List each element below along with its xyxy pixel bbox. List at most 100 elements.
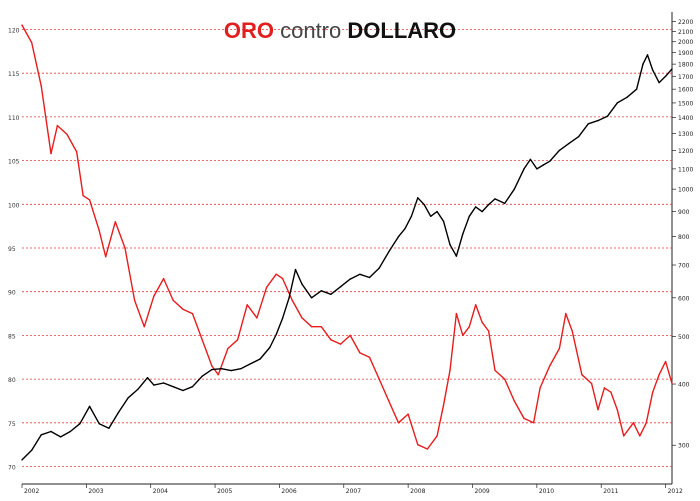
x-tick-label-2007: 2007 [346,488,361,495]
series-0-point-0 [21,24,23,26]
chart-title: ORO contro DOLLARO [0,18,680,44]
series-0-point-24 [236,339,239,341]
series-1-point-71 [626,96,628,99]
series-1-point-17 [182,389,184,392]
series-0-point-30 [291,299,293,302]
series-1-point-7 [88,405,91,408]
series-0-point-59 [539,387,541,389]
series-1-point-69 [606,115,609,117]
series-0-point-23 [227,347,229,350]
series-0-point-77 [671,382,673,385]
series-1-point-58 [513,188,515,190]
x-tick-label-2009: 2009 [474,488,489,495]
series-0-point-10 [105,256,107,258]
series-1-point-4 [59,436,62,438]
series-0-point-74 [652,391,654,393]
series-1-point-63 [549,160,551,162]
series-1-point-15 [162,382,165,384]
series-1-point-6 [79,423,81,425]
x-tick-label-2003: 2003 [88,488,103,495]
left-tick-label-90: 90 [8,290,16,297]
series-1-point-47 [436,210,438,213]
series-0-point-73 [645,422,647,424]
series-1-point-75 [652,69,654,71]
series-1-point-32 [310,297,313,299]
series-0-point-11 [114,221,117,223]
series-0-point-37 [359,352,361,354]
series-0-point-48 [455,312,458,315]
series-0-point-34 [330,339,332,341]
series-1-point-73 [642,63,644,65]
series-1-point-8 [98,423,100,425]
series-1-point-11 [127,397,129,399]
series-0-point-28 [275,273,277,275]
series-1-point-77 [664,75,667,78]
series-0-point-40 [388,400,390,402]
series-1-point-21 [220,368,223,370]
left-tick-label-115: 115 [8,71,20,78]
series-1-point-22 [230,369,232,372]
right-tick-label-2100: 2100 [678,29,693,36]
series-0-point-53 [487,330,490,332]
series-1-point-61 [536,168,538,170]
series-0-point-55 [504,378,506,380]
left-tick-label-85: 85 [8,333,16,340]
series-0-point-7 [82,194,84,197]
right-tick-label-2200: 2200 [678,19,693,26]
series-1-point-34 [330,293,332,295]
series-0-point-31 [301,317,303,319]
series-0-point-45 [436,435,438,437]
series-0-point-1 [31,41,33,44]
series-1-point-20 [211,368,213,371]
series-0-point-25 [246,304,248,306]
series-1-point-35 [339,286,342,288]
left-tick-label-105: 105 [8,159,20,166]
series-0-point-49 [462,334,464,337]
series-0-point-9 [98,229,100,232]
series-1-point-45 [423,203,425,206]
right-tick-label-1700: 1700 [678,74,693,81]
right-tick-label-600: 600 [678,295,690,302]
series-0-point-21 [211,365,213,367]
series-line-dollar [21,24,673,450]
series-1-point-72 [635,88,638,90]
left-tick-label-70: 70 [8,465,16,472]
series-0-point-22 [217,374,219,376]
series-0-point-38 [368,356,371,358]
right-tick-label-700: 700 [678,263,690,270]
series-1-point-59 [523,168,525,170]
series-0-point-69 [616,409,618,411]
series-0-point-39 [378,378,380,380]
x-tick-label-2004: 2004 [153,488,168,495]
series-1-point-36 [349,278,351,280]
series-1-point-62 [542,164,544,166]
right-tick-label-1400: 1400 [678,115,693,122]
right-tick-label-1600: 1600 [678,87,693,94]
series-line-gold [21,54,673,461]
series-1-point-48 [442,220,445,222]
series-0-point-2 [40,85,42,88]
series-0-point-18 [182,308,184,310]
left-tick-label-110: 110 [8,115,20,122]
series-0-point-14 [143,326,145,328]
series-1-point-10 [117,411,120,414]
series-0-point-52 [481,321,483,323]
series-0-point-32 [310,326,313,328]
series-0-point-5 [66,133,68,136]
series-0-point-47 [449,369,451,372]
series-1-point-27 [275,333,277,336]
series-1-point-29 [288,297,290,299]
right-tick-label-1300: 1300 [678,131,693,138]
series-1-point-33 [320,290,322,292]
x-tick-label-2012: 2012 [668,488,683,495]
series-0-point-3 [50,152,52,155]
series-0-point-58 [532,422,535,424]
series-1-point-76 [658,81,660,84]
series-0-point-20 [201,339,203,341]
series-1-point-39 [378,267,380,269]
series-0-point-70 [623,435,625,437]
series-0-point-46 [442,404,445,406]
series-1-point-53 [475,206,477,208]
series-0-point-72 [639,435,641,437]
